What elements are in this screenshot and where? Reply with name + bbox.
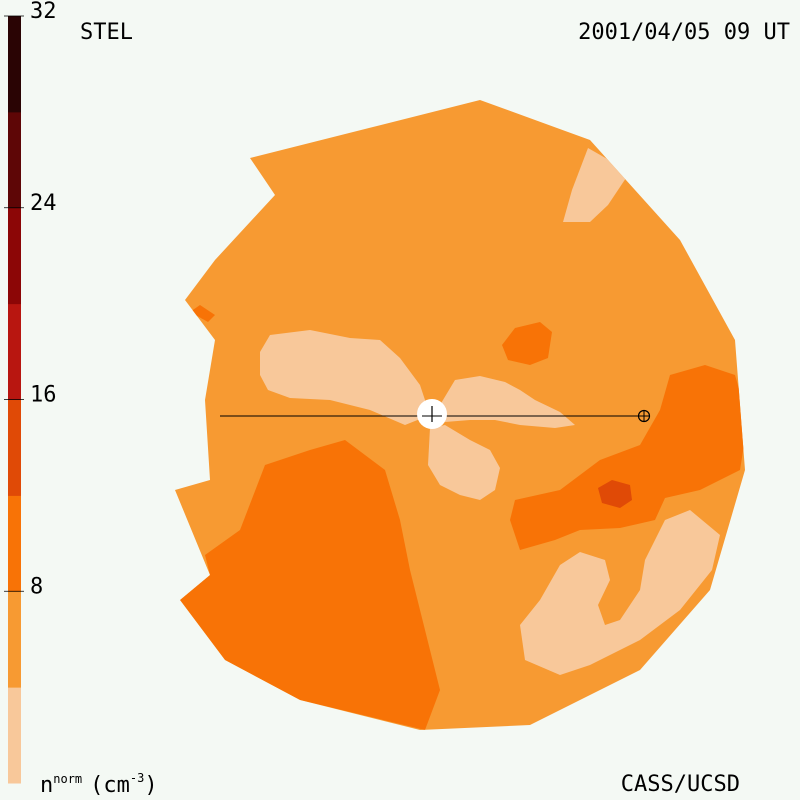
region-medium-east (510, 365, 745, 550)
region-medium-southwest (180, 440, 440, 730)
units-unit: (cm (90, 773, 130, 798)
units-close: ) (144, 773, 158, 798)
sun-marker (417, 399, 447, 429)
instrument-label: STEL (80, 20, 133, 45)
colorbar-tick-label: 8 (30, 574, 43, 599)
region-medium-west-edge (190, 305, 215, 322)
units-exponent: -3 (129, 771, 145, 785)
region-low-east (440, 376, 575, 428)
earth-marker (637, 409, 651, 423)
region-high-east (598, 480, 632, 508)
region-low-southeast (520, 510, 720, 675)
colorbar-tick-label: 32 (30, 0, 57, 24)
region-low-northeast (563, 148, 630, 222)
colorbar-band (8, 16, 21, 113)
colorbar-tick-label: 16 (30, 383, 57, 408)
colorbar-bands (8, 16, 21, 784)
units-superscript: norm (53, 772, 83, 786)
region-low-west (260, 330, 430, 425)
colorbar-band (8, 111, 21, 209)
colorbar-band (8, 591, 21, 688)
timestamp-label: 2001/04/05 09 UT (578, 20, 790, 45)
colorbar-ticks: 8 16 24 32 (4, 0, 57, 599)
colorbar-band (8, 495, 21, 592)
colorbar-band (8, 207, 21, 305)
region-medium-north (502, 322, 552, 365)
colorbar-band (8, 399, 21, 496)
colorbar: 8 16 24 32 (4, 0, 57, 784)
region-low-south (428, 425, 500, 500)
units-base: n (40, 773, 54, 798)
colorbar-band (8, 303, 21, 400)
credit-label: CASS/UCSD (620, 772, 740, 797)
units-label: nnorm (cm-3) (40, 772, 158, 797)
colorbar-tick-label: 24 (30, 191, 57, 216)
colorbar-band (8, 687, 21, 784)
